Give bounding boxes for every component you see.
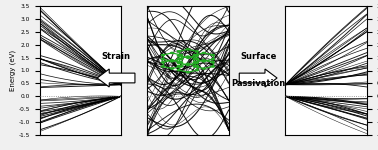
Circle shape xyxy=(161,54,164,56)
Circle shape xyxy=(170,68,174,69)
Circle shape xyxy=(196,70,198,71)
Circle shape xyxy=(177,62,180,63)
Circle shape xyxy=(193,59,196,60)
Circle shape xyxy=(177,58,180,59)
Circle shape xyxy=(212,66,214,67)
Circle shape xyxy=(180,62,183,63)
Circle shape xyxy=(170,52,174,53)
Circle shape xyxy=(196,55,198,56)
Circle shape xyxy=(196,51,198,52)
Circle shape xyxy=(202,52,205,53)
Circle shape xyxy=(202,60,205,61)
Polygon shape xyxy=(239,69,277,87)
Circle shape xyxy=(180,66,183,67)
Circle shape xyxy=(196,65,198,66)
Circle shape xyxy=(193,66,196,67)
Circle shape xyxy=(212,54,214,56)
Circle shape xyxy=(186,49,189,50)
Circle shape xyxy=(177,65,180,66)
Y-axis label: Energy (eV): Energy (eV) xyxy=(10,50,16,91)
Circle shape xyxy=(180,54,183,56)
Text: Surface: Surface xyxy=(240,52,276,61)
Circle shape xyxy=(177,55,180,56)
Circle shape xyxy=(193,62,196,63)
Circle shape xyxy=(186,56,189,57)
Circle shape xyxy=(170,60,174,61)
Circle shape xyxy=(180,59,183,60)
Circle shape xyxy=(161,66,164,67)
Circle shape xyxy=(170,61,174,62)
Text: Strain: Strain xyxy=(102,52,130,61)
Circle shape xyxy=(177,70,180,71)
Circle shape xyxy=(202,61,205,62)
Polygon shape xyxy=(97,69,135,87)
Circle shape xyxy=(161,62,164,63)
Circle shape xyxy=(196,62,198,63)
Circle shape xyxy=(202,68,205,69)
Circle shape xyxy=(186,63,189,64)
Circle shape xyxy=(212,62,214,63)
Text: Passivation: Passivation xyxy=(231,79,285,88)
Circle shape xyxy=(196,58,198,59)
Circle shape xyxy=(177,51,180,52)
Circle shape xyxy=(212,59,214,60)
Circle shape xyxy=(186,57,189,58)
Circle shape xyxy=(186,72,189,73)
Circle shape xyxy=(186,64,189,66)
Circle shape xyxy=(193,54,196,56)
Circle shape xyxy=(161,59,164,60)
